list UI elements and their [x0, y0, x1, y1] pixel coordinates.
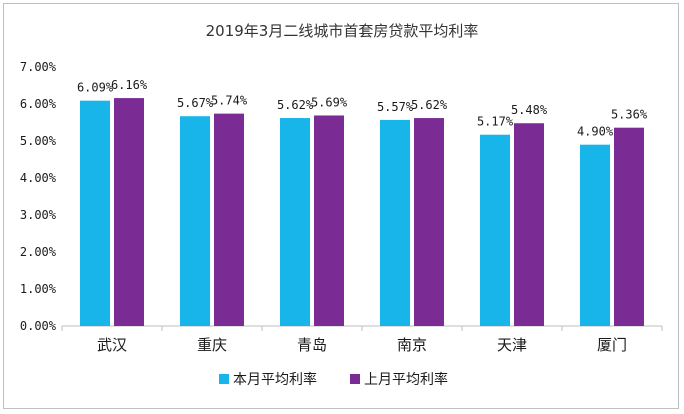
data-label: 5.67%: [177, 96, 214, 110]
data-label: 5.17%: [477, 115, 514, 129]
bar-current-month: [180, 116, 210, 327]
x-category-label: 天津: [497, 336, 527, 354]
y-tick-label: 6.00%: [20, 97, 57, 111]
bar-previous-month: [314, 115, 344, 326]
data-labels: 6.09%5.67% 5.62% 5.57%5.17%4.90%6.16%5.74%…: [77, 78, 648, 139]
data-label: 5.74%: [211, 94, 248, 108]
data-label: 6.09%: [77, 81, 114, 95]
bar-current-month: [280, 118, 310, 326]
y-tick-label: 1.00%: [20, 282, 57, 296]
bar-current-month: [80, 100, 110, 326]
y-tick-label: 3.00%: [20, 208, 57, 222]
y-tick-label: 0.00%: [20, 319, 57, 333]
bar-previous-month: [514, 123, 544, 327]
y-tick-label: 4.00%: [20, 171, 57, 185]
legend-swatch: [219, 374, 229, 384]
bar-current-month: [580, 144, 610, 326]
data-label: 5.62%: [277, 98, 314, 112]
legend-label: 本月平均利率: [233, 371, 317, 388]
bar-previous-month: [214, 113, 244, 327]
y-tick-label: 7.00%: [20, 60, 57, 74]
y-axis: 0.00% 1.00% 2.00% 3.00% 4.00% 5.00% 6.00% 7.00%: [20, 60, 57, 333]
y-tick-label: 2.00%: [20, 245, 57, 259]
bar-previous-month: [614, 127, 644, 327]
bar-previous-month: [114, 98, 144, 326]
x-category-label: 青岛: [297, 336, 327, 354]
chart-title: 2019年3月二线城市首套房贷款平均利率: [206, 22, 479, 40]
bar-current-month: [380, 119, 410, 326]
data-label: 4.90%: [577, 125, 614, 139]
x-category-label: 武汉: [97, 336, 127, 354]
legend: 本月平均利率 上月平均利率: [219, 371, 448, 388]
x-axis: 武汉 重庆 青岛 南京 天津 厦门: [61, 325, 663, 354]
data-label: 5.48%: [511, 103, 548, 117]
x-category-label: 南京: [397, 336, 427, 354]
bar-previous-month: [414, 118, 444, 326]
x-category-label: 厦门: [597, 336, 627, 354]
data-label: 5.69%: [311, 95, 348, 109]
y-tick-label: 5.00%: [20, 134, 57, 148]
data-label: 5.36%: [611, 108, 648, 122]
data-label: 5.57%: [377, 100, 414, 114]
legend-label: 上月平均利率: [364, 371, 448, 388]
data-label: 5.62%: [411, 98, 448, 112]
bar-current-month: [480, 134, 510, 326]
bars: [80, 98, 644, 327]
data-label: 6.16%: [111, 78, 148, 92]
x-category-label: 重庆: [197, 336, 227, 354]
legend-swatch: [350, 374, 360, 384]
